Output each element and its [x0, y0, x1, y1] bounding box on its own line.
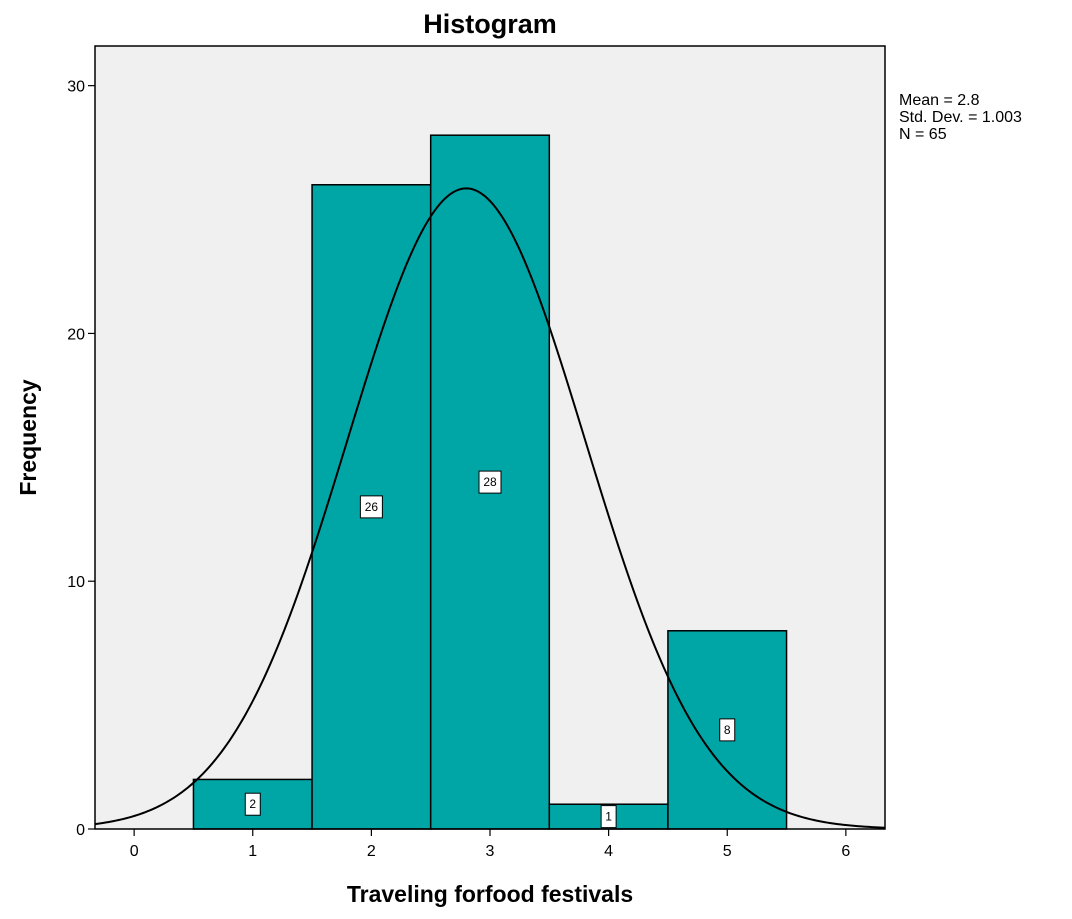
x-tick-label: 3 — [486, 843, 495, 860]
data-label-text: 2 — [249, 797, 256, 811]
data-label-box — [244, 792, 261, 816]
x-tick-label: 0 — [130, 843, 139, 860]
normal-curve — [94, 187, 886, 829]
data-label-3: 28 — [478, 470, 502, 494]
y-tick-label: 30 — [67, 79, 85, 96]
x-axis-label: Traveling forfood festivals — [347, 881, 633, 907]
x-tick-label: 6 — [841, 843, 850, 860]
y-tick-label: 10 — [67, 574, 85, 591]
stats-mean: Mean = 2.8 — [899, 92, 980, 109]
data-label-text: 28 — [483, 475, 497, 489]
data-label-box — [600, 805, 617, 829]
data-label-4: 1 — [600, 805, 617, 829]
data-label-text: 1 — [605, 810, 612, 824]
data-label-text: 8 — [724, 723, 731, 737]
stats-box: Mean = 2.8 Std. Dev. = 1.003 N = 65 — [899, 92, 1022, 143]
x-tick-label: 1 — [248, 843, 257, 860]
data-label-5: 8 — [719, 718, 736, 742]
y-axis: 0 10 20 30 — [67, 79, 95, 839]
data-label-box — [478, 470, 502, 494]
x-tick-label: 5 — [723, 843, 732, 860]
data-label-text: 26 — [365, 500, 379, 514]
stats-std-dev: Std. Dev. = 1.003 — [899, 109, 1022, 126]
stats-n: N = 65 — [899, 126, 947, 143]
data-label-2: 26 — [359, 495, 383, 519]
y-tick-label: 20 — [67, 326, 85, 343]
x-axis: 0 1 2 3 4 5 6 — [130, 829, 850, 860]
data-labels-group: 2 26 28 1 8 — [244, 470, 736, 829]
data-label-box — [719, 718, 736, 742]
chart-title: Histogram — [423, 9, 557, 39]
x-tick-label: 2 — [367, 843, 376, 860]
y-axis-label: Frequency — [15, 379, 41, 496]
data-label-1: 2 — [244, 792, 261, 816]
data-label-box — [359, 495, 383, 519]
y-tick-label: 0 — [76, 822, 85, 839]
x-tick-label: 4 — [604, 843, 613, 860]
